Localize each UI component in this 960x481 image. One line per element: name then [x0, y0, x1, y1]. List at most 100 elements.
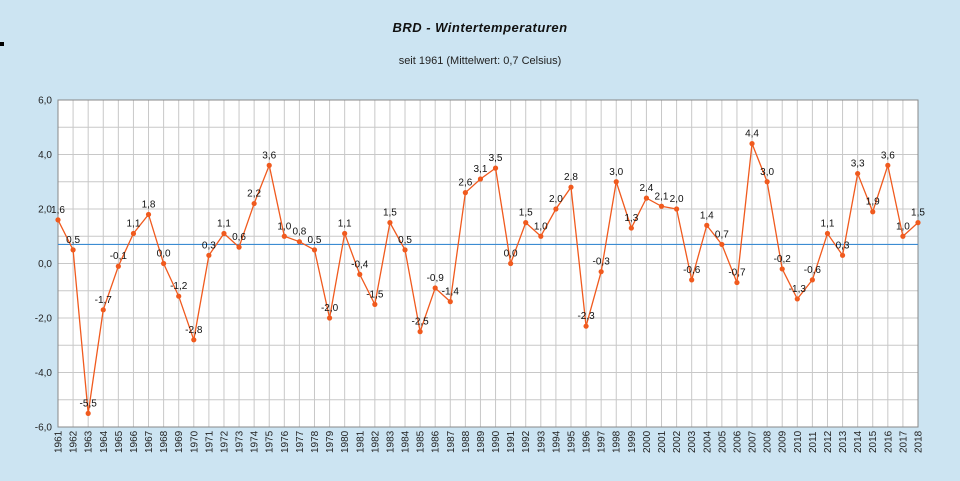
data-label: -0,9 [427, 273, 445, 284]
x-tick-label: 1986 [431, 430, 442, 453]
data-label: 1,9 [866, 197, 880, 208]
data-point [462, 190, 468, 196]
data-point [870, 209, 876, 215]
data-point [568, 184, 574, 190]
x-tick-label: 2006 [732, 430, 743, 453]
data-point [402, 247, 408, 253]
data-label: -1,7 [95, 295, 113, 306]
data-point [70, 247, 76, 253]
data-point [704, 222, 710, 228]
x-tick-label: 1970 [189, 430, 200, 453]
x-tick-label: 2012 [823, 430, 834, 453]
y-tick-label: 6,0 [38, 96, 52, 107]
data-label: 0,5 [66, 235, 80, 246]
corner-mark [0, 42, 4, 46]
data-label: 1,5 [911, 208, 925, 219]
x-tick-label: 1992 [521, 430, 532, 453]
y-tick-label: 4,0 [38, 150, 52, 161]
data-label: 1,5 [519, 208, 533, 219]
chart-subtitle: seit 1961 (Mittelwert: 0,7 Celsius) [398, 55, 562, 67]
data-label: 1,0 [896, 221, 910, 232]
data-point [311, 247, 318, 253]
x-tick-label: 2015 [868, 430, 879, 453]
data-point [673, 206, 680, 212]
data-label: 0,5 [308, 235, 322, 246]
x-tick-label: 2013 [838, 430, 849, 453]
data-point [794, 296, 800, 302]
data-point [915, 220, 921, 226]
x-tick-label: 1994 [551, 430, 562, 453]
data-point [477, 176, 484, 182]
data-label: 3,1 [474, 164, 488, 175]
y-tick-label: -2,0 [35, 314, 53, 325]
x-tick-label: 2007 [748, 430, 759, 453]
data-point [85, 410, 91, 416]
data-point [145, 211, 152, 218]
x-tick-label: 2008 [763, 430, 774, 453]
y-tick-label: 0,0 [38, 259, 52, 270]
data-label: -1,2 [170, 281, 188, 292]
data-label: -0,3 [593, 257, 611, 268]
data-label: -2,3 [577, 311, 595, 322]
x-tick-label: 1996 [582, 430, 593, 453]
data-label: -0,4 [351, 259, 369, 270]
x-tick-label: 1993 [536, 430, 547, 453]
data-point [658, 203, 665, 209]
data-point [372, 301, 378, 307]
x-tick-label: 2001 [657, 430, 668, 453]
data-point [281, 233, 287, 239]
data-label: 1,5 [383, 208, 397, 219]
data-point [221, 230, 227, 237]
data-point [885, 162, 891, 168]
data-label: 2,8 [564, 172, 578, 183]
data-point [824, 230, 831, 237]
data-point [357, 271, 363, 277]
data-point [266, 162, 272, 168]
data-point [779, 266, 785, 272]
data-point [583, 323, 589, 329]
data-point [326, 315, 333, 321]
x-tick-label: 1969 [174, 430, 185, 453]
data-point [643, 195, 650, 201]
x-tick-label: 1984 [401, 430, 412, 453]
x-tick-label: 1977 [295, 430, 306, 453]
x-tick-label: 2011 [808, 431, 819, 453]
x-tick-label: 2009 [778, 430, 789, 453]
x-tick-label: 1999 [627, 430, 638, 453]
data-label: 3,0 [760, 167, 774, 178]
data-label: -0,6 [804, 265, 822, 276]
x-tick-label: 1979 [325, 430, 336, 453]
data-label: 1,0 [534, 221, 548, 232]
data-label: 2,0 [549, 194, 563, 205]
x-tick-label: 1989 [476, 430, 487, 453]
data-point [161, 260, 167, 267]
data-label: -1,3 [789, 284, 807, 295]
data-label: 0,6 [232, 232, 246, 243]
data-point [432, 285, 438, 291]
data-point [55, 217, 61, 223]
data-point [764, 179, 770, 185]
x-tick-label: 2003 [687, 430, 698, 453]
data-point [206, 252, 212, 258]
data-label: 0,0 [504, 249, 518, 260]
x-tick-label: 2004 [702, 430, 713, 453]
x-tick-label: 1972 [219, 430, 230, 453]
data-label: 0,0 [157, 249, 171, 260]
data-label: -0,2 [774, 254, 792, 265]
data-point [342, 230, 348, 237]
y-tick-label: -4,0 [35, 368, 53, 379]
data-point [855, 170, 861, 177]
x-tick-label: 2016 [883, 430, 894, 453]
data-label: 0,5 [398, 235, 412, 246]
x-tick-label: 1981 [355, 430, 366, 453]
data-point [628, 225, 634, 231]
x-tick-label: 2010 [793, 430, 804, 453]
x-tick-label: 1988 [461, 430, 472, 453]
data-point [387, 220, 393, 226]
data-label: 3,5 [489, 153, 503, 164]
y-tick-label: 2,0 [38, 205, 52, 216]
x-tick-label: 1983 [385, 430, 396, 453]
data-point [749, 141, 755, 147]
data-point [719, 241, 725, 248]
x-tick-label: 1990 [491, 430, 502, 453]
